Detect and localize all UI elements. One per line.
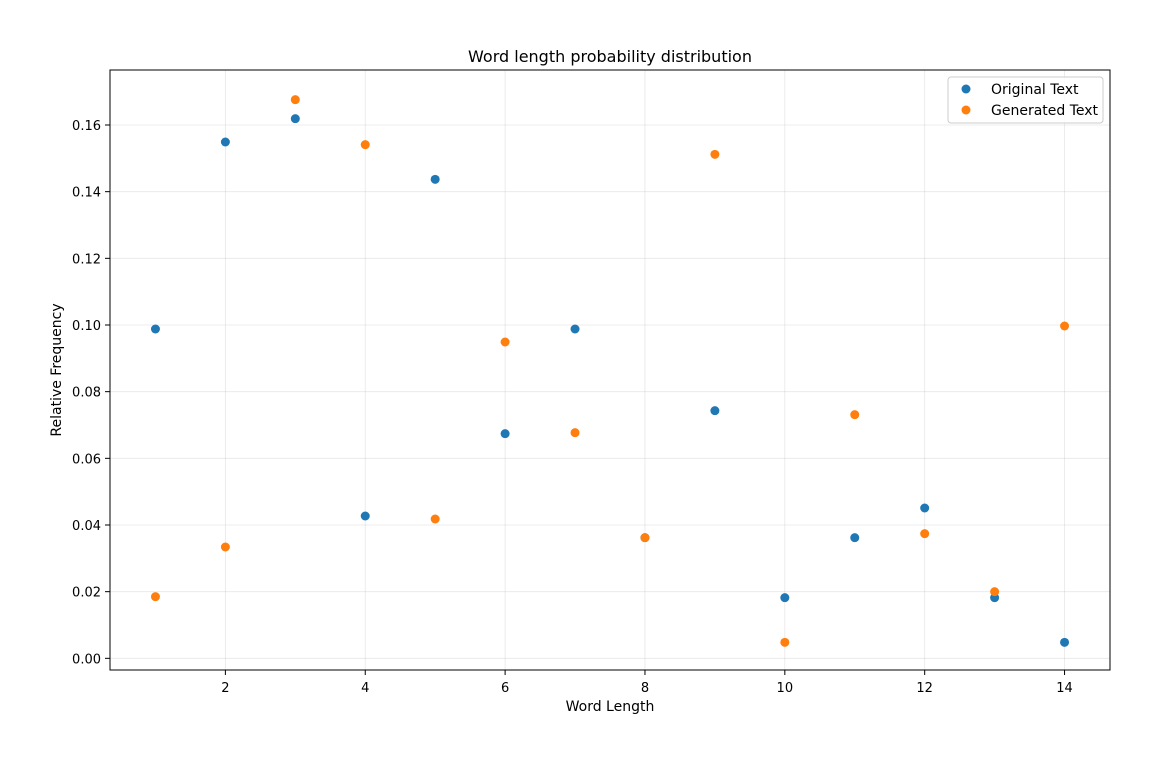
x-tick-label: 8 bbox=[641, 681, 649, 696]
y-tick-label: 0.12 bbox=[72, 252, 101, 267]
point-original-text bbox=[780, 593, 790, 603]
x-axis-ticks: 2 4 6 8 10 12 14 bbox=[221, 670, 1073, 696]
y-tick-label: 0.16 bbox=[72, 119, 101, 134]
x-tick-label: 2 bbox=[221, 681, 229, 696]
y-tick-label: 0.08 bbox=[72, 386, 101, 401]
point-generated-text bbox=[290, 95, 300, 105]
point-original-text bbox=[290, 114, 300, 124]
point-original-text bbox=[920, 503, 930, 513]
point-generated-text bbox=[640, 533, 650, 543]
legend: Original Text Generated Text bbox=[947, 76, 1104, 124]
y-tick-label: 0.06 bbox=[72, 452, 101, 467]
legend-label-original: Original Text bbox=[991, 82, 1079, 98]
chart-title: Word length probability distribution bbox=[468, 47, 752, 66]
point-original-text bbox=[570, 324, 580, 334]
point-generated-text bbox=[780, 637, 790, 647]
grid-lines bbox=[110, 70, 1110, 670]
legend-label-generated: Generated Text bbox=[991, 103, 1099, 119]
point-original-text bbox=[360, 511, 370, 521]
y-tick-label: 0.02 bbox=[72, 586, 101, 601]
x-axis-label: Word Length bbox=[566, 699, 655, 715]
x-tick-label: 4 bbox=[361, 681, 369, 696]
point-generated-text bbox=[1060, 321, 1070, 331]
point-original-text bbox=[1060, 637, 1070, 647]
point-original-text bbox=[430, 174, 440, 184]
y-axis-label: Relative Frequency bbox=[49, 303, 65, 436]
y-tick-label: 0.04 bbox=[72, 519, 101, 534]
point-original-text bbox=[850, 533, 860, 543]
plot-frame bbox=[109, 69, 1111, 671]
x-tick-label: 10 bbox=[777, 681, 794, 696]
legend-marker-generated bbox=[961, 105, 971, 115]
legend-marker-original bbox=[961, 84, 971, 94]
point-original-text bbox=[150, 324, 160, 334]
point-generated-text bbox=[570, 428, 580, 438]
y-tick-label: 0.00 bbox=[72, 652, 101, 667]
point-generated-text bbox=[990, 587, 1000, 597]
point-generated-text bbox=[220, 542, 230, 552]
point-generated-text bbox=[710, 149, 720, 159]
point-generated-text bbox=[430, 514, 440, 524]
x-tick-label: 6 bbox=[501, 681, 509, 696]
point-generated-text bbox=[360, 140, 370, 150]
point-generated-text bbox=[500, 337, 510, 347]
legend-box bbox=[947, 76, 1104, 124]
y-tick-label: 0.14 bbox=[72, 186, 101, 201]
point-original-text bbox=[710, 406, 720, 416]
point-generated-text bbox=[850, 410, 860, 420]
point-generated-text bbox=[920, 529, 930, 539]
x-tick-label: 14 bbox=[1056, 681, 1073, 696]
point-original-text bbox=[220, 137, 230, 147]
point-generated-text bbox=[150, 592, 160, 602]
data-points bbox=[150, 95, 1070, 647]
x-tick-label: 12 bbox=[916, 681, 933, 696]
point-original-text bbox=[500, 429, 510, 439]
y-axis-ticks: 0.00 0.02 0.04 0.06 0.08 0.10 0.12 0.14 0.16 bbox=[72, 119, 110, 667]
y-tick-label: 0.10 bbox=[72, 319, 101, 334]
